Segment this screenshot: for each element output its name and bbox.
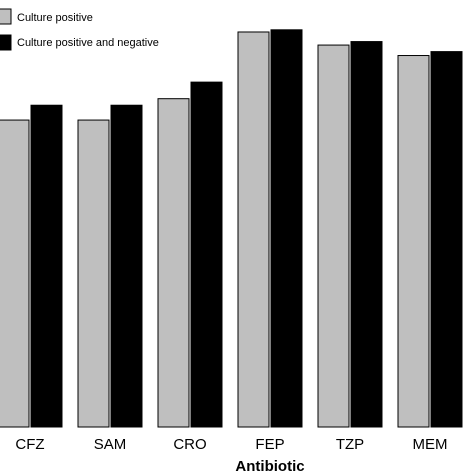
bar-sam-series-1 [77, 119, 110, 428]
x-tick-label-cfz: CFZ [15, 436, 44, 453]
x-tick-label-mem: MEM [413, 436, 448, 453]
bar-cro-series-2 [190, 81, 223, 428]
bar-fep-series-2 [270, 29, 303, 428]
bar-fep-series-1 [237, 31, 270, 428]
legend-label-culture-positive-and-negative: Culture positive and negative [17, 37, 159, 49]
bar-cro-series-1 [157, 98, 190, 428]
bar-cfz-series-1 [0, 119, 30, 428]
legend-label-culture-positive: Culture positive [17, 12, 93, 24]
x-tick-label-fep: FEP [255, 436, 284, 453]
bar-mem-series-1 [397, 55, 430, 428]
x-tick-label-tzp: TZP [336, 436, 364, 453]
legend-swatch-culture-positive [0, 8, 12, 25]
bar-cfz-series-2 [30, 104, 63, 428]
x-tick-label-cro: CRO [173, 436, 206, 453]
bar-mem-series-2 [430, 51, 463, 428]
x-tick-labels: CFZ SAM CRO FEP TZP MEM [15, 436, 447, 453]
bar-sam-series-2 [110, 104, 143, 428]
bar-tzp-series-1 [317, 44, 350, 428]
legend: Culture positive Culture positive and ne… [0, 8, 159, 51]
x-tick-label-sam: SAM [94, 436, 127, 453]
legend-swatch-culture-positive-and-negative [0, 34, 12, 51]
bars-group [0, 29, 463, 428]
bar-tzp-series-2 [350, 41, 383, 428]
x-axis-title: Antibiotic [235, 458, 304, 474]
